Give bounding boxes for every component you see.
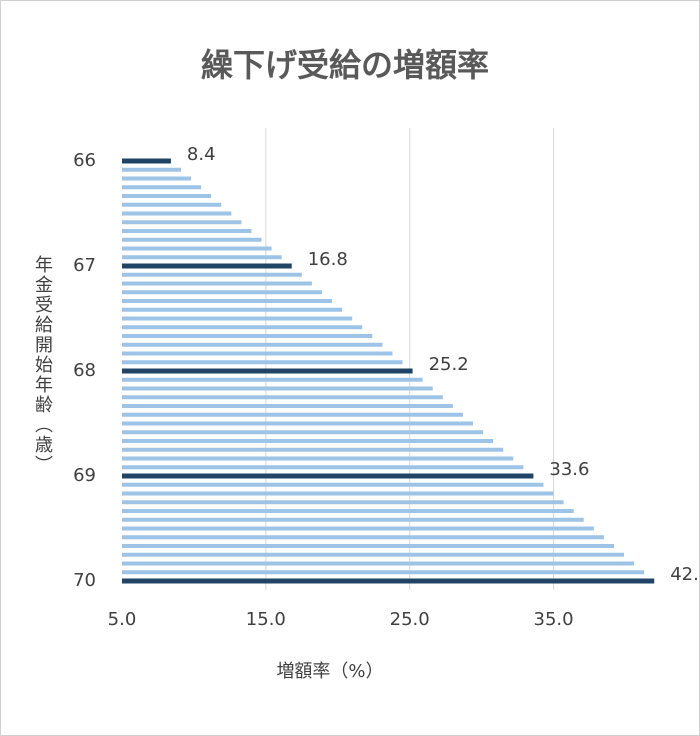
bar <box>122 263 292 269</box>
bar <box>122 386 433 391</box>
x-tick-label: 15.0 <box>246 609 286 630</box>
y-tick-label: 70 <box>73 570 96 591</box>
bar <box>122 307 343 312</box>
bar <box>122 299 333 303</box>
bar <box>122 246 272 251</box>
bar <box>122 439 494 443</box>
bar <box>122 552 625 557</box>
bar <box>122 342 383 347</box>
bar <box>122 517 584 522</box>
y-tick-label: 68 <box>73 360 96 381</box>
bar <box>122 211 232 216</box>
bar <box>122 316 353 321</box>
bar <box>122 456 514 461</box>
bar <box>122 404 453 408</box>
bar <box>122 220 242 225</box>
bar <box>122 526 594 531</box>
bar <box>122 176 192 181</box>
data-label: 8.4 <box>187 144 216 165</box>
y-tick-label: 69 <box>73 465 96 486</box>
bar <box>122 185 202 190</box>
data-label: 42.0 <box>670 564 700 585</box>
bar <box>122 447 504 452</box>
bar <box>122 202 222 207</box>
x-tick-label: 35.0 <box>534 609 574 630</box>
bar <box>122 491 554 496</box>
bar <box>122 578 655 584</box>
data-label: 25.2 <box>429 354 469 375</box>
bar <box>122 194 212 198</box>
bar <box>122 561 635 566</box>
bar <box>122 465 524 470</box>
y-axis-label: 年金受給開始年齢（歳） <box>32 255 53 475</box>
chart-title: 繰下げ受給の増額率 <box>201 46 489 84</box>
y-tick-label: 66 <box>73 150 96 171</box>
bar <box>122 368 413 374</box>
bar <box>122 272 302 277</box>
x-tick-label: 5.0 <box>108 609 137 630</box>
bar <box>122 473 534 479</box>
bar <box>122 544 614 548</box>
bar <box>122 237 262 242</box>
bar <box>122 570 645 575</box>
bar <box>122 509 574 513</box>
y-tick-label: 67 <box>73 255 96 276</box>
bar <box>122 430 484 435</box>
bar <box>122 395 443 400</box>
bar <box>122 351 393 356</box>
bar <box>122 421 473 426</box>
bar <box>122 167 181 172</box>
bar <box>122 334 373 338</box>
bar <box>122 158 171 164</box>
bar <box>122 360 403 365</box>
bar <box>122 500 564 505</box>
data-label: 16.8 <box>308 249 348 270</box>
bar <box>122 281 312 286</box>
bar <box>122 412 463 417</box>
bar <box>122 255 282 260</box>
bar <box>122 377 423 382</box>
x-axis-label: 増額率（%） <box>276 661 383 682</box>
bar <box>122 482 544 487</box>
bar <box>122 290 322 295</box>
x-tick-label: 25.0 <box>390 609 430 630</box>
bar <box>122 325 363 330</box>
bar <box>122 535 604 540</box>
data-label: 33.6 <box>549 459 589 480</box>
bar <box>122 229 252 233</box>
